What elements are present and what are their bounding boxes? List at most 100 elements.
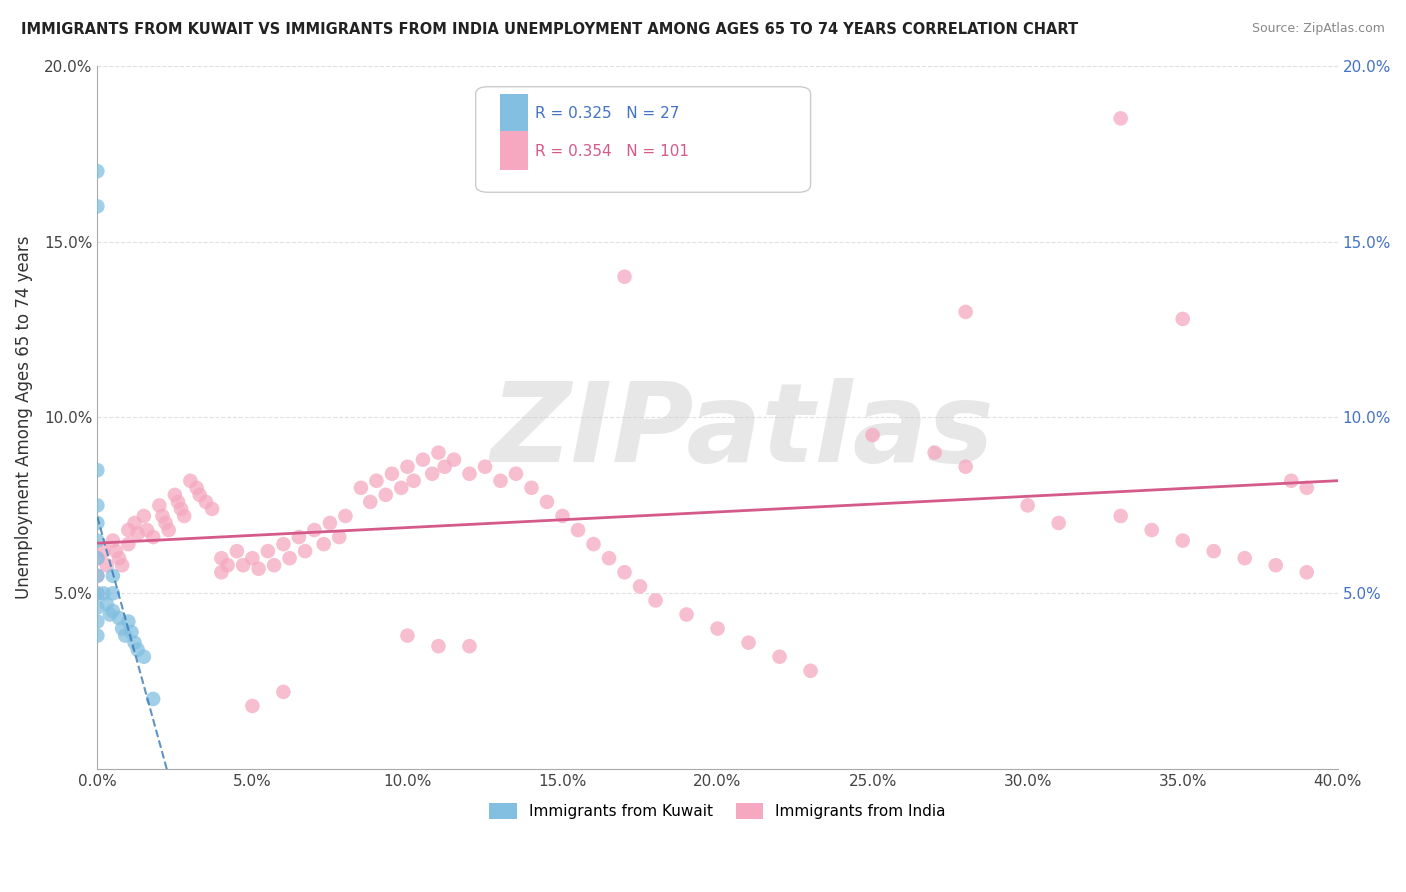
Point [582,537,605,551]
Point [96,597,118,611]
Point [1140,523,1163,537]
Point [427,445,450,459]
Point [567,523,589,537]
Point [86,499,108,513]
Point [170,502,193,516]
Point [294,544,316,558]
Point [86,551,108,566]
Point [242,551,264,566]
Point [359,495,381,509]
Point [433,459,456,474]
Point [955,459,977,474]
Point [194,495,217,509]
Point [209,551,232,566]
Point [396,629,419,643]
Point [86,463,108,477]
Point [505,467,527,481]
Point [288,530,311,544]
Point [93,544,115,558]
Point [93,586,115,600]
Point [1295,481,1317,495]
Point [120,625,142,640]
Point [427,639,450,653]
Point [312,537,335,551]
Point [1171,312,1194,326]
Point [273,685,295,699]
Point [536,495,558,509]
Point [389,481,412,495]
Point [101,533,124,548]
Point [1171,533,1194,548]
Point [86,516,108,530]
Point [396,459,419,474]
Text: Source: ZipAtlas.com: Source: ZipAtlas.com [1251,22,1385,36]
Point [1202,544,1225,558]
Point [706,622,728,636]
Point [101,568,124,582]
Point [737,635,759,649]
Point [117,523,139,537]
Point [127,642,149,657]
Point [520,481,543,495]
Point [86,199,108,213]
Point [117,537,139,551]
Point [86,568,108,582]
Point [96,558,118,573]
Point [273,537,295,551]
Text: R = 0.354   N = 101: R = 0.354 N = 101 [536,144,689,159]
Point [489,474,512,488]
Point [155,516,177,530]
Point [108,611,131,625]
FancyBboxPatch shape [501,94,527,132]
Point [142,530,165,544]
Point [111,558,134,573]
Point [98,607,121,622]
Point [675,607,697,622]
Point [800,664,823,678]
Point [458,639,481,653]
Point [108,551,131,566]
Point [232,558,254,573]
Point [167,495,190,509]
Point [86,533,108,548]
Point [101,586,124,600]
Point [209,566,232,580]
Point [163,488,186,502]
Point [86,586,108,600]
Point [304,523,326,537]
Point [551,508,574,523]
Point [188,488,211,502]
FancyBboxPatch shape [501,131,527,169]
Point [148,499,170,513]
Point [132,649,155,664]
Point [1279,474,1302,488]
Point [242,698,264,713]
Point [186,481,208,495]
Point [1233,551,1256,566]
Point [443,452,465,467]
Point [319,516,342,530]
Y-axis label: Unemployment Among Ages 65 to 74 years: Unemployment Among Ages 65 to 74 years [15,235,32,599]
Point [598,551,620,566]
Point [350,481,373,495]
Point [862,428,884,442]
Legend: Immigrants from Kuwait, Immigrants from India: Immigrants from Kuwait, Immigrants from … [484,797,952,825]
Point [613,566,636,580]
Point [278,551,301,566]
Point [111,622,134,636]
Point [179,474,201,488]
Point [381,467,404,481]
Point [257,544,280,558]
Point [136,523,159,537]
Point [201,502,224,516]
Point [420,467,443,481]
Text: IMMIGRANTS FROM KUWAIT VS IMMIGRANTS FROM INDIA UNEMPLOYMENT AMONG AGES 65 TO 74: IMMIGRANTS FROM KUWAIT VS IMMIGRANTS FRO… [21,22,1078,37]
Point [114,629,136,643]
Point [1264,558,1286,573]
Point [458,467,481,481]
Point [628,579,651,593]
Point [86,586,108,600]
Point [124,516,146,530]
Point [142,692,165,706]
Point [474,459,496,474]
